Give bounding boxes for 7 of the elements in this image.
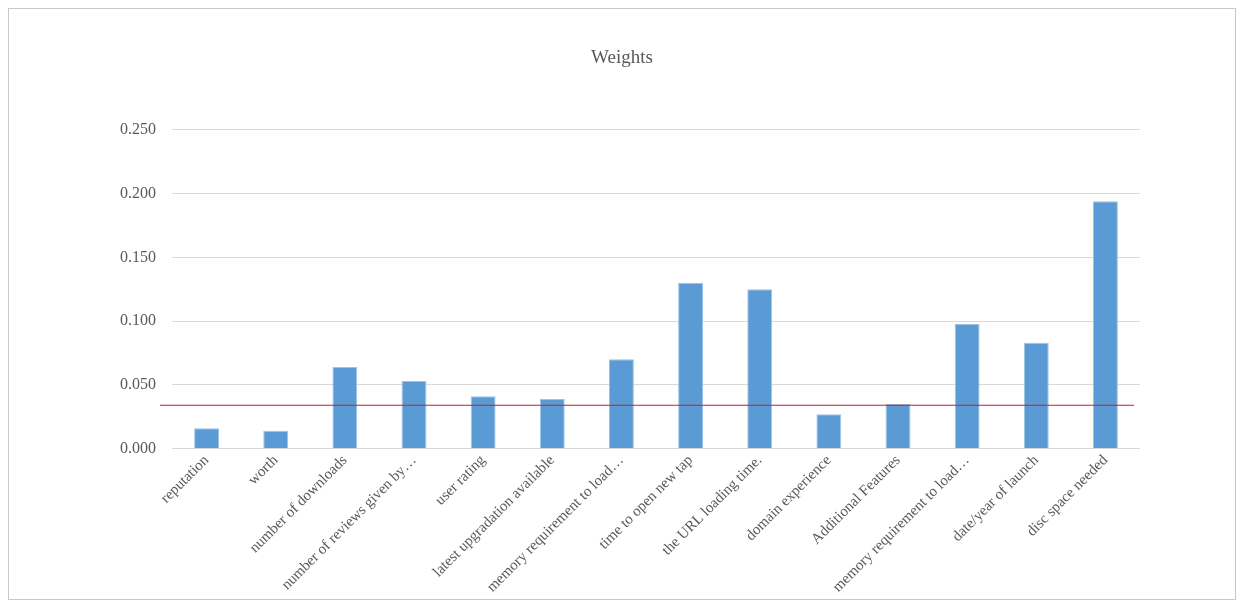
y-tick-label: 0.000 — [120, 438, 156, 456]
y-tick-label: 0.200 — [120, 183, 156, 201]
chart-title: Weights — [591, 46, 653, 68]
y-tick-label: 0.250 — [120, 120, 156, 137]
y-tick-label: 0.050 — [120, 375, 156, 393]
y-tick-label: 0.100 — [120, 311, 156, 329]
y-tick-label: 0.150 — [120, 247, 156, 265]
